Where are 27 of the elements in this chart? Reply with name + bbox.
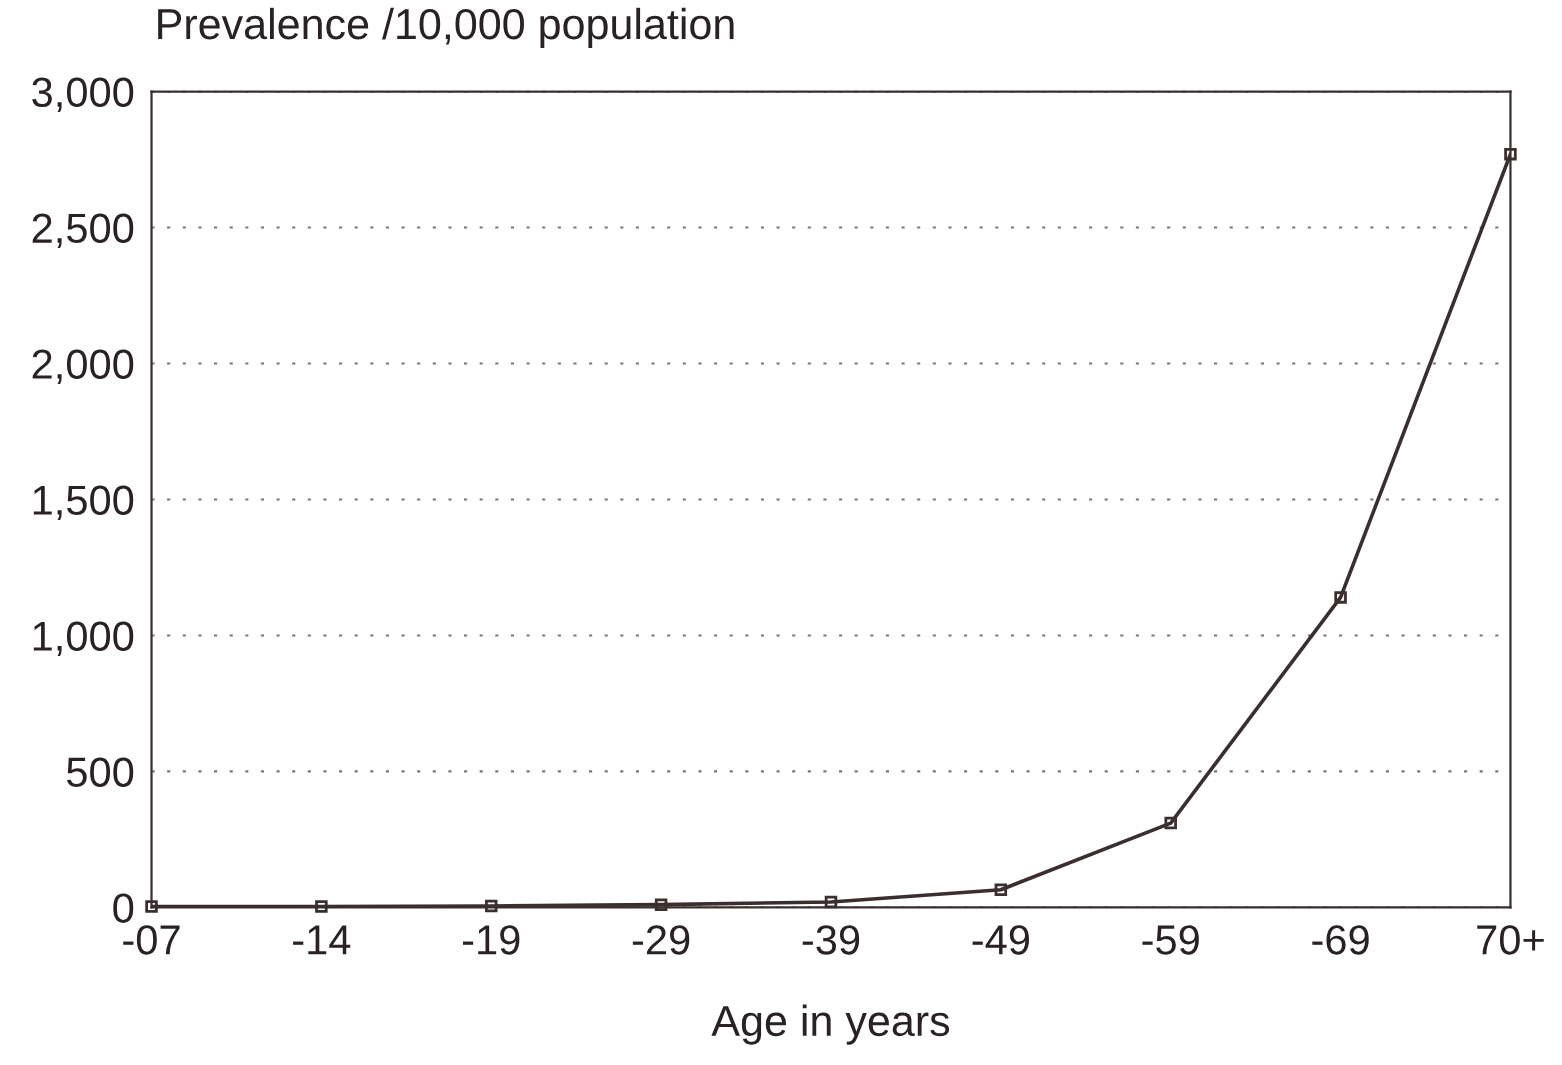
x-axis-title: Age in years (711, 1004, 950, 1045)
point (1504, 147, 1517, 161)
x-tick-label: -49 (972, 925, 1029, 955)
y-tick-label: 1,500 (33, 485, 134, 520)
y-tick-label: 0 (113, 893, 134, 923)
point (145, 900, 158, 913)
y-axis-title: Prevalence /10,000 population (158, 7, 734, 48)
point (1334, 591, 1347, 604)
y-tick-label: 3,000 (32, 77, 134, 113)
point (654, 898, 668, 911)
y-tick-label: 2,000 (32, 349, 134, 384)
x-tick-label: -29 (632, 925, 690, 955)
point (1164, 816, 1177, 830)
y-tick-label: 500 (67, 757, 134, 787)
x-tick-label: -69 (1312, 925, 1369, 955)
point (824, 895, 838, 909)
x-tick-label: -39 (802, 925, 860, 955)
point (994, 883, 1008, 896)
y-tick-label: 1,000 (33, 621, 134, 656)
point (485, 899, 498, 913)
x-tick-label: -07 (123, 925, 180, 955)
x-tick-label: 70+ (1477, 925, 1544, 955)
x-tick-label: -59 (1142, 925, 1199, 955)
x-tick-label: -14 (293, 925, 351, 955)
y-tick-label: 2,500 (32, 213, 134, 248)
x-tick-label: -19 (462, 925, 520, 955)
point (315, 900, 328, 913)
